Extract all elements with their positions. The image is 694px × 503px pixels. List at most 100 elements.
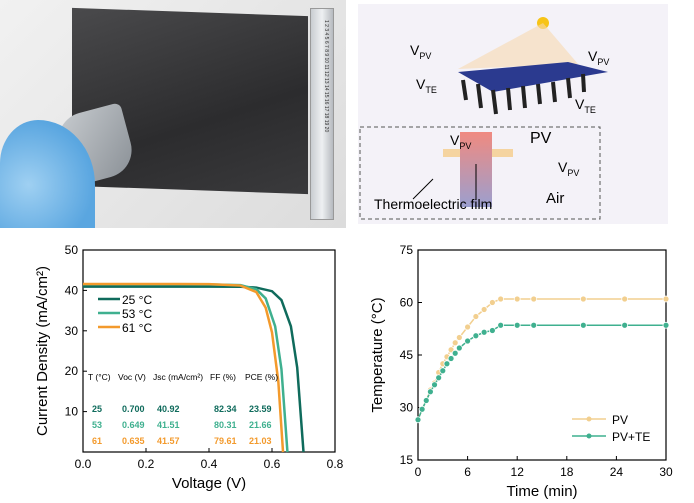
x-tick-label: 12 bbox=[511, 465, 525, 479]
y-tick-label: 60 bbox=[400, 296, 414, 310]
table-cell: 41.51 bbox=[157, 420, 180, 430]
data-point bbox=[451, 339, 459, 347]
label-vte-right: VTE bbox=[575, 96, 596, 115]
data-point bbox=[455, 344, 463, 352]
data-point bbox=[530, 295, 538, 303]
x-tick-label: 0 bbox=[415, 465, 422, 479]
label-vpv-detail-2: VPV bbox=[558, 159, 580, 178]
y-tick-label: 75 bbox=[400, 243, 414, 257]
data-point bbox=[480, 328, 488, 336]
x-axis-label: Time (min) bbox=[506, 483, 577, 500]
table-cell: 80.31 bbox=[214, 420, 237, 430]
data-point bbox=[414, 416, 422, 424]
legend-label: 53 °C bbox=[122, 307, 152, 321]
x-tick-label: 0.0 bbox=[75, 457, 92, 471]
x-tick-label: 18 bbox=[560, 465, 574, 479]
te-fins bbox=[461, 73, 586, 115]
data-point bbox=[497, 321, 505, 329]
sunlight-beam bbox=[458, 23, 578, 69]
table-cell: 61 bbox=[92, 436, 102, 446]
data-point bbox=[439, 367, 447, 375]
detail-box bbox=[359, 126, 601, 220]
table-cell: 25 bbox=[92, 404, 102, 414]
table-header: T (°C) bbox=[88, 372, 111, 382]
y-tick-label: 40 bbox=[65, 283, 79, 297]
temperature-chart: 0 6 12 18 24 30 15 30 45 60 75 Time (min) Temperatur… bbox=[369, 243, 673, 500]
y-axis-label: Temperature (°C) bbox=[369, 297, 386, 412]
data-point bbox=[497, 295, 505, 303]
legend-label: PV+TE bbox=[612, 430, 650, 444]
label-vpv-left: VPV bbox=[410, 42, 432, 61]
x-axis-label: Voltage (V) bbox=[172, 475, 246, 492]
data-point bbox=[621, 295, 629, 303]
y-tick-label: 30 bbox=[65, 324, 79, 338]
data-point bbox=[480, 306, 488, 313]
data-point bbox=[579, 295, 587, 303]
legend-label: 61 °C bbox=[122, 321, 152, 335]
ruler bbox=[310, 8, 334, 220]
table-cell: 0.700 bbox=[122, 404, 145, 414]
diagram-svg bbox=[359, 17, 608, 220]
legend-marker bbox=[586, 416, 592, 422]
data-point bbox=[662, 321, 670, 329]
y-tick-label: 20 bbox=[65, 364, 79, 378]
data-point bbox=[662, 295, 670, 303]
x-tick-label: 0.4 bbox=[201, 457, 218, 471]
pv-te-diagram: VPV VPV VTE VTE VPV VPV PV Air Thermoele… bbox=[358, 4, 668, 224]
data-point bbox=[435, 374, 443, 382]
data-point bbox=[513, 321, 521, 329]
solar-panel bbox=[458, 62, 608, 92]
table-cell: 0.649 bbox=[122, 420, 145, 430]
label-vte-left: VTE bbox=[416, 76, 437, 95]
data-point bbox=[427, 388, 434, 396]
y-tick-label: 10 bbox=[65, 405, 79, 419]
table-cell: 82.34 bbox=[214, 404, 237, 414]
table-cell: 21.66 bbox=[249, 420, 272, 430]
table-cell: 23.59 bbox=[249, 404, 272, 414]
series-line-2 bbox=[83, 282, 285, 453]
table-header: Voc (V) bbox=[118, 372, 146, 382]
series-line-0 bbox=[417, 298, 666, 421]
data-point bbox=[513, 295, 521, 303]
data-point bbox=[488, 327, 496, 334]
table-cell: 53 bbox=[92, 420, 102, 430]
table-cell: 21.03 bbox=[249, 436, 272, 446]
data-point bbox=[472, 313, 480, 320]
table-cell: 41.57 bbox=[157, 436, 180, 446]
flexible-film-photo: 1 2 3 4 5 6 7 8 9 10 11 12 13 14 15 16 1… bbox=[0, 0, 346, 228]
table-header: Jsc (mA/cm²) bbox=[153, 372, 203, 382]
ruler-marks: 1 2 3 4 5 6 7 8 9 10 11 12 13 14 15 16 1… bbox=[323, 20, 329, 133]
legend-label: PV bbox=[612, 413, 628, 427]
x-tick-label: 0.6 bbox=[264, 457, 281, 471]
label-air: Air bbox=[546, 190, 565, 207]
x-tick-label: 6 bbox=[464, 465, 471, 479]
legend-marker bbox=[586, 433, 592, 439]
data-point bbox=[472, 332, 480, 340]
table-header: FF (%) bbox=[210, 372, 236, 382]
data-point bbox=[418, 405, 426, 413]
data-point bbox=[447, 355, 455, 362]
table-cell: 40.92 bbox=[157, 404, 180, 414]
label-thermoelectric-film: Thermoelectric film bbox=[374, 196, 493, 212]
data-point bbox=[579, 321, 587, 329]
label-vpv-right: VPV bbox=[588, 48, 610, 67]
x-tick-label: 0.2 bbox=[138, 457, 155, 471]
data-point bbox=[621, 321, 629, 329]
y-tick-label: 50 bbox=[65, 243, 79, 257]
table-header: PCE (%) bbox=[245, 372, 278, 382]
data-point bbox=[451, 349, 459, 357]
data-point bbox=[530, 321, 538, 329]
jv-chart: 0.0 0.2 0.4 0.6 0.8 10 20 30 40 50 Voltage (V) Curr… bbox=[34, 243, 344, 492]
y-tick-label: 15 bbox=[400, 453, 414, 467]
data-point bbox=[455, 334, 463, 341]
data-point bbox=[422, 397, 430, 404]
data-point bbox=[431, 381, 438, 389]
data-point bbox=[443, 360, 451, 368]
x-tick-label: 0.8 bbox=[327, 457, 344, 471]
label-vpv-detail: VPV bbox=[450, 132, 472, 151]
data-point bbox=[464, 337, 471, 345]
y-tick-label: 30 bbox=[400, 401, 414, 415]
y-axis-label: Current Density (mA/cm²) bbox=[34, 266, 51, 436]
x-tick-label: 30 bbox=[659, 465, 673, 479]
